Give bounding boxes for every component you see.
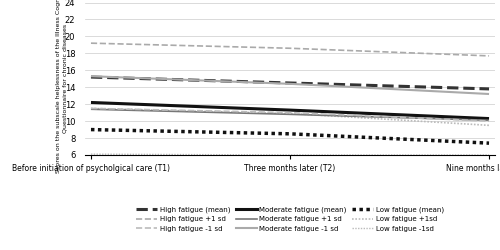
Legend: High fatigue (mean), High fatigue +1 sd, High fatigue -1 sd, Moderate fatigue (m: High fatigue (mean), High fatigue +1 sd,…	[134, 204, 446, 234]
Y-axis label: Scores on the subscale helplessness of the Illness Cognition
Questionnaire for c: Scores on the subscale helplessness of t…	[56, 0, 68, 173]
